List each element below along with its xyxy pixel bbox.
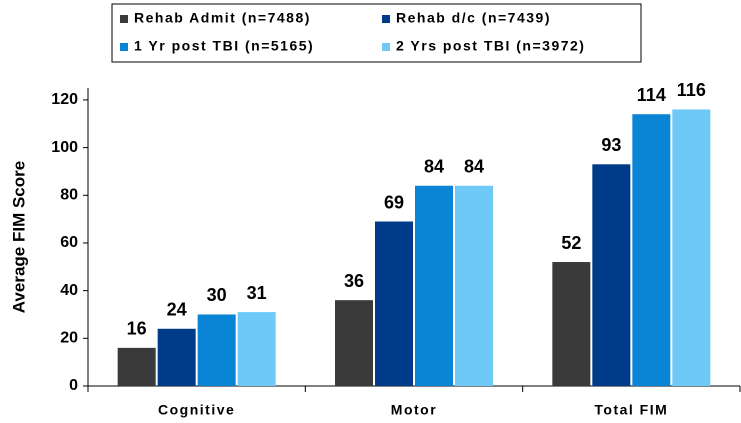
legend-label: Rehab d/c (n=7439) xyxy=(396,10,551,26)
bar xyxy=(157,328,196,386)
bar xyxy=(592,164,631,386)
value-label: 84 xyxy=(424,156,444,176)
value-label: 84 xyxy=(464,156,484,176)
bar xyxy=(552,262,591,386)
y-tick-label: 100 xyxy=(51,139,78,156)
y-tick-label: 80 xyxy=(60,186,78,203)
value-label: 36 xyxy=(344,271,364,291)
y-tick-label: 0 xyxy=(69,377,78,394)
legend-swatch xyxy=(382,15,390,23)
legend-swatch xyxy=(120,15,128,23)
value-label: 31 xyxy=(247,283,267,303)
bar xyxy=(197,314,236,386)
x-tick-label: Cognitive xyxy=(158,402,235,418)
legend-swatch xyxy=(120,43,128,51)
bar xyxy=(375,221,413,386)
x-tick-label: Motor xyxy=(391,402,437,418)
value-label: 52 xyxy=(561,233,581,253)
bar xyxy=(455,185,493,386)
bar xyxy=(335,300,373,386)
value-label: 93 xyxy=(601,135,621,155)
legend-swatch xyxy=(382,43,390,51)
legend-box xyxy=(111,3,642,63)
y-tick-label: 120 xyxy=(51,91,78,108)
y-tick-label: 60 xyxy=(60,234,78,251)
bar xyxy=(415,185,453,386)
legend-label: 1 Yr post TBI (n=5165) xyxy=(134,38,314,54)
bar xyxy=(117,347,156,386)
value-label: 24 xyxy=(167,300,187,320)
y-axis-title: Average FIM Score xyxy=(9,161,28,313)
value-label: 69 xyxy=(384,192,404,212)
value-label: 116 xyxy=(677,80,706,100)
legend-label: 2 Yrs post TBI (n=3972) xyxy=(396,38,585,54)
value-label: 114 xyxy=(637,85,666,105)
y-tick-label: 40 xyxy=(60,282,78,299)
x-tick-label: Total FIM xyxy=(594,402,668,418)
value-label: 30 xyxy=(207,285,227,305)
bar xyxy=(672,109,711,387)
value-label: 16 xyxy=(127,319,147,339)
bar xyxy=(632,114,671,386)
bar xyxy=(237,312,276,386)
legend-label: Rehab Admit (n=7488) xyxy=(134,10,311,26)
y-tick-label: 20 xyxy=(60,330,78,347)
